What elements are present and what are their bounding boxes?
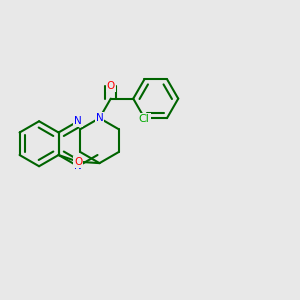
Text: N: N: [74, 161, 82, 171]
Text: N: N: [74, 116, 82, 126]
Text: Cl: Cl: [139, 114, 150, 124]
Text: N: N: [96, 113, 104, 123]
Text: O: O: [106, 81, 115, 91]
Text: O: O: [74, 157, 82, 167]
